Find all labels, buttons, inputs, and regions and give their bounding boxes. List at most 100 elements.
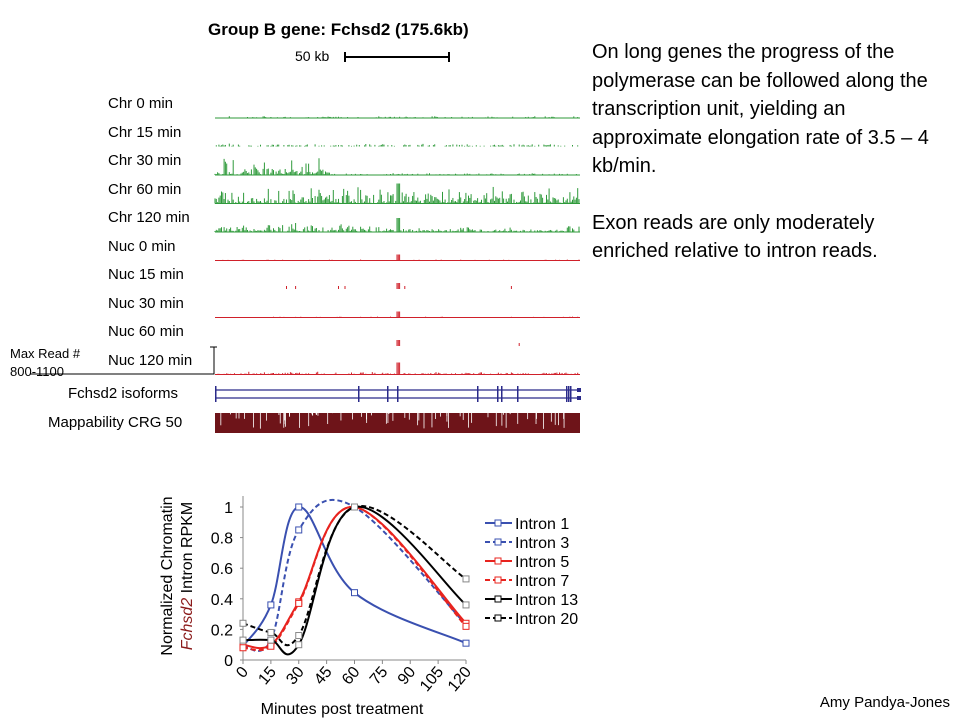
- signal-track: [214, 183, 580, 204]
- isoform-gene-model: [215, 386, 581, 394]
- data-point: [462, 639, 470, 647]
- description-paragraph: Exon reads are only moderately enriched …: [592, 211, 878, 263]
- isoforms-label: Fchsd2 isoforms: [68, 385, 179, 402]
- signal-track: [215, 362, 580, 375]
- data-point: [462, 601, 470, 609]
- signal-track: [214, 218, 580, 233]
- track-label: Chr 15 min: [108, 123, 182, 141]
- description-paragraph: On long genes the progress of the polyme…: [592, 41, 929, 177]
- x-axis-title: Minutes post treatment: [261, 701, 424, 718]
- track-label: Nuc 120 min: [108, 351, 193, 369]
- data-point: [267, 636, 275, 644]
- signal-track: [215, 143, 579, 147]
- x-tick-label: 120: [445, 664, 475, 695]
- isoform-gene-model: [215, 394, 581, 402]
- legend-label: Intron 20: [515, 611, 578, 628]
- signal-track: [215, 116, 580, 119]
- data-point: [239, 619, 247, 627]
- data-point: [295, 641, 303, 649]
- series-intron-5: [239, 503, 470, 650]
- legend-label: Intron 1: [515, 516, 569, 533]
- data-point: [351, 503, 358, 511]
- x-tick-label: 90: [395, 664, 420, 689]
- track-label: Nuc 60 min: [108, 323, 184, 340]
- track-label: Chr 30 min: [108, 152, 182, 169]
- legend-item: Intron 3: [485, 535, 569, 552]
- max-read-range: 800-1100: [10, 364, 64, 379]
- data-point: [295, 599, 303, 607]
- series-line: [242, 505, 467, 650]
- series-line: [242, 498, 467, 652]
- figure-title: Group B gene: Fchsd2 (175.6kb): [208, 20, 469, 39]
- max-read-bracket: [30, 346, 217, 375]
- legend-label: Intron 13: [515, 592, 578, 609]
- legend-item: Intron 20: [485, 611, 578, 628]
- data-point: [267, 642, 275, 650]
- track-label: Chr 120 min: [108, 209, 190, 226]
- legend-item: Intron 5: [485, 554, 569, 571]
- track-label: Chr 60 min: [108, 180, 182, 198]
- legend-marker: [494, 614, 502, 622]
- data-point: [295, 526, 303, 534]
- description: On long genes the progress of the polyme…: [592, 38, 952, 294]
- signal-track: [286, 283, 512, 289]
- scale-label: 50 kb: [295, 48, 330, 64]
- x-tick-label: 75: [367, 664, 392, 689]
- series-intron-20: [239, 503, 470, 647]
- y-axis-title-line2: Fchsd2 Intron RPKM: [179, 502, 196, 651]
- scale-bar: [344, 52, 450, 62]
- y-axis-title-rest: Intron RPKM: [179, 502, 196, 598]
- legend-marker: [494, 519, 502, 527]
- legend-marker: [494, 576, 502, 584]
- mappability-label: Mappability CRG 50: [48, 414, 183, 431]
- signal-track: [396, 340, 520, 346]
- x-tick-label: 105: [417, 664, 447, 695]
- x-tick-label: 0: [233, 664, 252, 682]
- legend-item: Intron 1: [485, 516, 569, 533]
- gene-name: Fchsd2: [179, 598, 196, 651]
- y-tick-label: 0.2: [211, 622, 233, 639]
- legend-marker: [494, 538, 502, 546]
- track-label: Nuc 15 min: [108, 266, 184, 283]
- signal-track: [215, 311, 580, 318]
- track-label: Nuc 0 min: [108, 237, 176, 255]
- x-tick-label: 60: [339, 664, 364, 689]
- signal-track: [214, 158, 580, 176]
- data-point: [295, 503, 303, 511]
- y-tick-label: 0: [224, 653, 233, 670]
- legend-item: Intron 13: [485, 592, 578, 609]
- mappability-track: [215, 413, 580, 433]
- track-label: Chr 0 min: [108, 95, 174, 112]
- data-point: [462, 622, 470, 630]
- author-credit: Amy Pandya-Jones: [819, 694, 950, 711]
- data-point: [462, 575, 470, 583]
- max-read-label: Max Read #: [10, 346, 81, 361]
- series-intron-1: [239, 503, 470, 650]
- x-tick-label: 45: [311, 664, 336, 689]
- legend-marker: [494, 595, 502, 603]
- x-tick-label: 30: [283, 664, 308, 689]
- legend-label: Intron 3: [515, 535, 569, 552]
- y-tick-label: 0.8: [211, 531, 233, 548]
- data-point: [295, 632, 303, 640]
- y-tick-label: 0.4: [211, 592, 233, 609]
- data-point: [267, 628, 275, 636]
- data-point: [239, 636, 247, 644]
- legend-label: Intron 7: [515, 573, 569, 590]
- legend-marker: [494, 557, 502, 565]
- y-axis-title-line1: Normalized Chromatin: [159, 496, 176, 655]
- series-intron-3: [239, 498, 470, 652]
- data-point: [239, 644, 247, 652]
- series-intron-7: [239, 503, 470, 652]
- y-tick-label: 1: [224, 500, 233, 517]
- track-label: Nuc 30 min: [108, 294, 184, 312]
- series-line: [242, 506, 467, 647]
- x-tick-label: 15: [255, 664, 280, 689]
- legend-label: Intron 5: [515, 554, 569, 571]
- data-point: [267, 601, 275, 609]
- data-point: [351, 589, 358, 597]
- signal-track: [215, 254, 580, 261]
- legend-item: Intron 7: [485, 573, 569, 590]
